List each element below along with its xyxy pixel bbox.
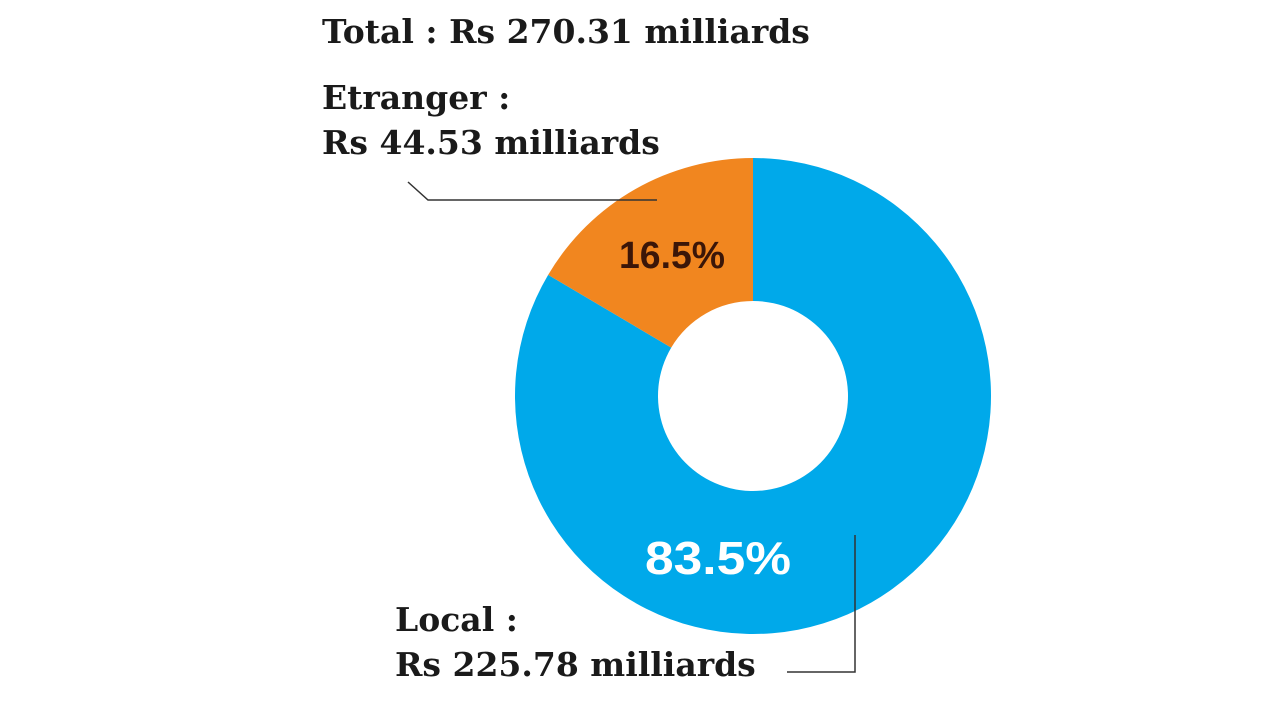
leader-line	[407, 181, 657, 201]
category-label: Local :	[395, 600, 518, 639]
slice	[548, 158, 753, 348]
chart-title: Total : Rs 270.31 milliards	[322, 12, 810, 51]
amount-label: Rs 225.78 milliards	[395, 645, 756, 684]
category-label: Etranger :	[322, 78, 510, 117]
value-label: 83.5%	[645, 532, 791, 584]
leader-line	[787, 535, 856, 673]
slice	[515, 158, 992, 634]
donut	[515, 158, 992, 634]
value-label: 16.5%	[619, 235, 725, 277]
amount-label: Rs 44.53 milliards	[322, 123, 660, 162]
